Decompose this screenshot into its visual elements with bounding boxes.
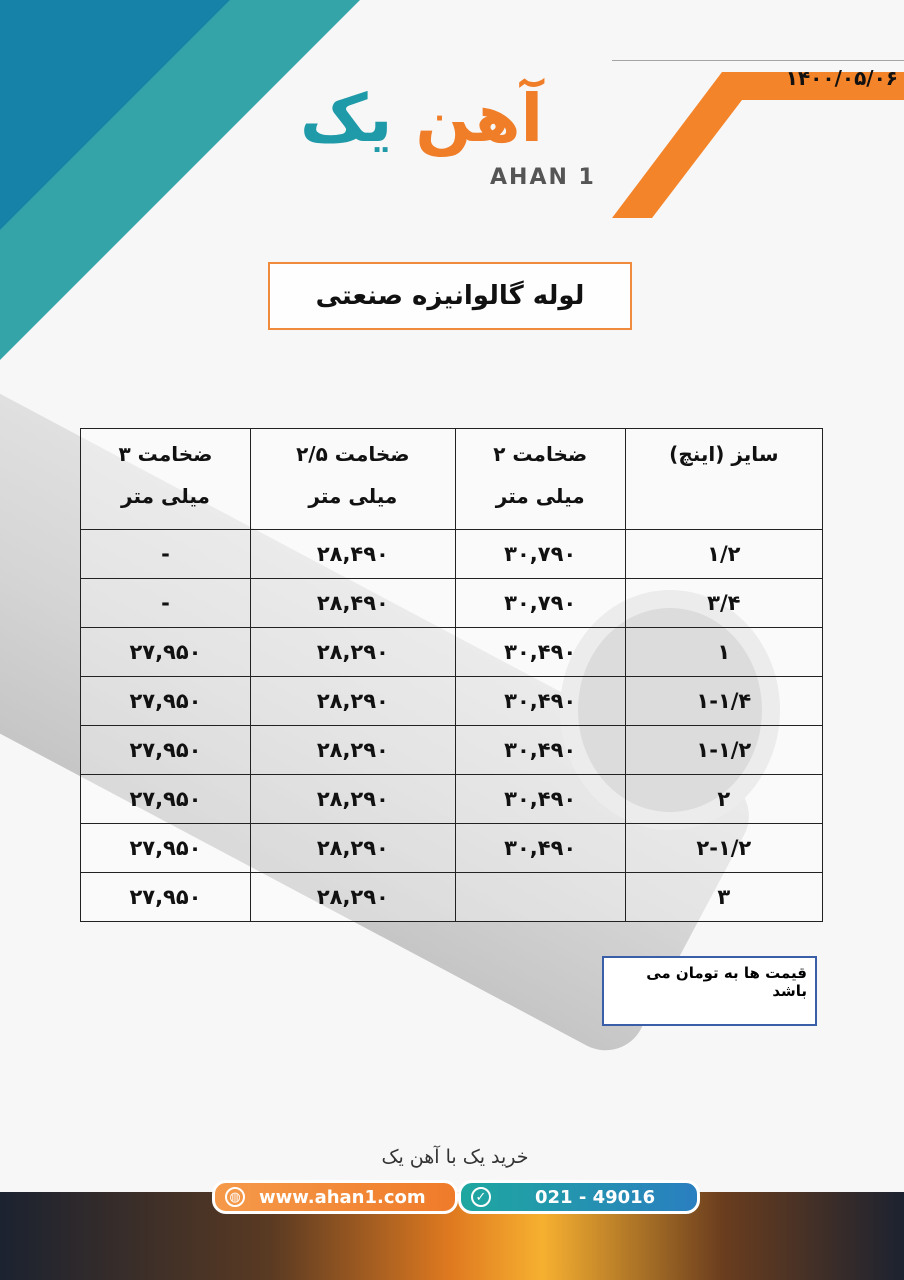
cell-size: ۲	[624, 774, 824, 824]
phone-link[interactable]: ✓ 021 - 49016	[458, 1180, 700, 1214]
cell-thickness-2-5: ۲۸,۲۹۰	[249, 872, 456, 922]
cell-size: ۱-۱/۴	[624, 676, 824, 726]
cell-thickness-2	[454, 872, 626, 922]
cell-size: ۱	[624, 627, 824, 677]
header-thickness-3: ضخامت ۳ میلی متر	[80, 428, 251, 530]
price-table: سایز (اینچ) ضخامت ۲ میلی متر ضخامت ۲/۵ میل…	[80, 428, 824, 922]
footer-slogan: خرید یک با آهن یک	[381, 1146, 529, 1168]
currency-note: قیمت ها به تومان می باشد	[602, 956, 817, 1026]
header-size: سایز (اینچ)	[624, 428, 824, 530]
cell-thickness-2: ۳۰,۴۹۰	[454, 627, 626, 677]
cell-thickness-3: ۲۷,۹۵۰	[80, 872, 251, 922]
cell-thickness-3: ۲۷,۹۵۰	[80, 627, 251, 677]
cell-thickness-2: ۳۰,۴۹۰	[454, 676, 626, 726]
header-thickness-2-5: ضخامت ۲/۵ میلی متر	[249, 428, 456, 530]
check-circle-icon: ✓	[471, 1187, 491, 1207]
globe-icon: ◍	[225, 1187, 245, 1207]
cell-thickness-3: ۲۷,۹۵۰	[80, 676, 251, 726]
cell-thickness-2-5: ۲۸,۴۹۰	[249, 529, 456, 579]
table-header-row: سایز (اینچ) ضخامت ۲ میلی متر ضخامت ۲/۵ میل…	[80, 428, 824, 530]
table-row: ۱-۱/۲ ۳۰,۴۹۰ ۲۸,۲۹۰ ۲۷,۹۵۰	[80, 725, 824, 775]
table-row: ۱ ۳۰,۴۹۰ ۲۸,۲۹۰ ۲۷,۹۵۰	[80, 627, 824, 677]
table-row: ۲-۱/۲ ۳۰,۴۹۰ ۲۸,۲۹۰ ۲۷,۹۵۰	[80, 823, 824, 873]
cell-thickness-2-5: ۲۸,۴۹۰	[249, 578, 456, 628]
cell-thickness-3: -	[80, 529, 251, 579]
cell-size: ۳/۴	[624, 578, 824, 628]
cell-thickness-3: ۲۷,۹۵۰	[80, 774, 251, 824]
date-label: ۱۴۰۰/۰۵/۰۶	[785, 66, 898, 90]
table-row: ۲ ۳۰,۴۹۰ ۲۸,۲۹۰ ۲۷,۹۵۰	[80, 774, 824, 824]
table-row: ۳ ۲۸,۲۹۰ ۲۷,۹۵۰	[80, 872, 824, 922]
cell-thickness-2-5: ۲۸,۲۹۰	[249, 676, 456, 726]
table-row: ۱-۱/۴ ۳۰,۴۹۰ ۲۸,۲۹۰ ۲۷,۹۵۰	[80, 676, 824, 726]
cell-thickness-3: -	[80, 578, 251, 628]
cell-thickness-3: ۲۷,۹۵۰	[80, 823, 251, 873]
logo-text-en: AHAN 1	[490, 165, 596, 190]
cell-thickness-2: ۳۰,۴۹۰	[454, 725, 626, 775]
cell-size: ۳	[624, 872, 824, 922]
cell-size: ۲-۱/۲	[624, 823, 824, 873]
cell-thickness-2-5: ۲۸,۲۹۰	[249, 725, 456, 775]
cell-thickness-3: ۲۷,۹۵۰	[80, 725, 251, 775]
cell-thickness-2-5: ۲۸,۲۹۰	[249, 627, 456, 677]
cell-size: ۱/۲	[624, 529, 824, 579]
ahan1-logo: آهن یک AHAN 1	[300, 80, 596, 190]
page-title: لوله گالوانیزه صنعتی	[268, 262, 632, 330]
header-thickness-2: ضخامت ۲ میلی متر	[454, 428, 626, 530]
orange-band-decoration	[612, 60, 904, 218]
website-link[interactable]: ◍ www.ahan1.com	[212, 1180, 458, 1214]
cell-thickness-2: ۳۰,۴۹۰	[454, 823, 626, 873]
table-row: ۳/۴ ۳۰,۷۹۰ ۲۸,۴۹۰-	[80, 578, 824, 628]
cell-thickness-2-5: ۲۸,۲۹۰	[249, 774, 456, 824]
blue-corner-decoration	[0, 0, 230, 230]
cell-size: ۱-۱/۲	[624, 725, 824, 775]
table-row: ۱/۲ ۳۰,۷۹۰ ۲۸,۴۹۰-	[80, 529, 824, 579]
cell-thickness-2: ۳۰,۷۹۰	[454, 578, 626, 628]
cell-thickness-2: ۳۰,۴۹۰	[454, 774, 626, 824]
cell-thickness-2: ۳۰,۷۹۰	[454, 529, 626, 579]
cell-thickness-2-5: ۲۸,۲۹۰	[249, 823, 456, 873]
